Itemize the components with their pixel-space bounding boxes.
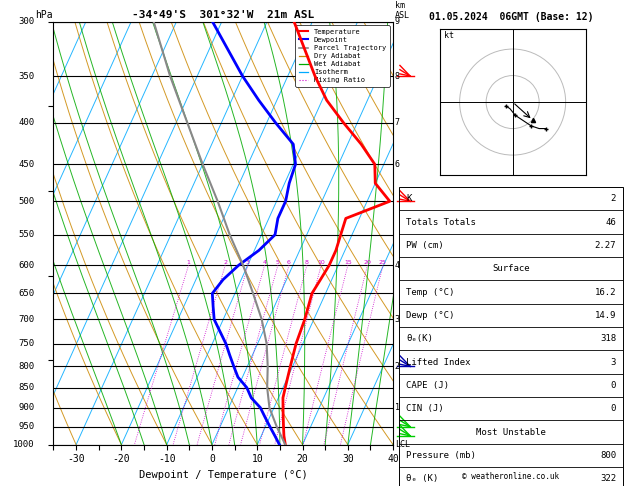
Text: Dewp (°C): Dewp (°C) [406,311,455,320]
Text: 322: 322 [600,474,616,483]
Text: 6: 6 [395,160,400,169]
Text: 400: 400 [19,119,35,127]
Text: θₑ(K): θₑ(K) [406,334,433,343]
Text: Lifted Index: Lifted Index [406,358,470,366]
Text: 46: 46 [605,218,616,226]
Legend: Temperature, Dewpoint, Parcel Trajectory, Dry Adiabat, Wet Adiabat, Isotherm, Mi: Temperature, Dewpoint, Parcel Trajectory… [295,25,389,87]
Text: 3: 3 [611,358,616,366]
Text: 300: 300 [19,17,35,26]
Text: 2.27: 2.27 [594,241,616,250]
Text: 3: 3 [246,260,250,265]
Text: K: K [406,194,411,203]
Text: 4: 4 [395,261,400,270]
Text: Pressure (mb): Pressure (mb) [406,451,476,460]
Text: 15: 15 [344,260,352,265]
Text: hPa: hPa [35,10,52,20]
X-axis label: Dewpoint / Temperature (°C): Dewpoint / Temperature (°C) [139,470,308,480]
Text: 25: 25 [379,260,387,265]
Text: 800: 800 [19,362,35,371]
Text: 650: 650 [19,289,35,298]
Text: 8: 8 [305,260,309,265]
Text: 5: 5 [276,260,280,265]
Text: 2: 2 [395,362,400,371]
Text: 900: 900 [19,403,35,412]
Text: 10: 10 [317,260,325,265]
Text: 0: 0 [611,381,616,390]
Text: Temp (°C): Temp (°C) [406,288,455,296]
Text: 1: 1 [187,260,191,265]
Text: Surface: Surface [493,264,530,273]
Text: Most Unstable: Most Unstable [476,428,546,436]
Text: 16.2: 16.2 [594,288,616,296]
Text: 600: 600 [19,261,35,270]
Text: LCL: LCL [395,440,410,449]
Text: 550: 550 [19,230,35,239]
Text: 14.9: 14.9 [594,311,616,320]
Text: PW (cm): PW (cm) [406,241,443,250]
Bar [399,187,623,486]
Text: 20: 20 [364,260,371,265]
Text: 950: 950 [19,422,35,431]
Text: 450: 450 [19,160,35,169]
Text: 750: 750 [19,339,35,348]
Text: km
ASL: km ASL [395,1,410,20]
Text: 9: 9 [395,17,400,26]
Text: 350: 350 [19,71,35,81]
Text: kt: kt [443,32,454,40]
Text: Totals Totals: Totals Totals [406,218,476,226]
Text: 1: 1 [395,403,400,412]
Text: 500: 500 [19,197,35,206]
Text: 1000: 1000 [13,440,35,449]
Text: 0: 0 [611,404,616,413]
Text: 800: 800 [600,451,616,460]
Text: © weatheronline.co.uk: © weatheronline.co.uk [462,472,560,481]
Text: 318: 318 [600,334,616,343]
Text: 6: 6 [287,260,291,265]
Text: 2: 2 [611,194,616,203]
Text: 850: 850 [19,383,35,392]
Text: 8: 8 [395,71,400,81]
Text: θₑ (K): θₑ (K) [406,474,438,483]
Title: -34°49'S  301°32'W  21m ASL: -34°49'S 301°32'W 21m ASL [132,10,314,20]
Text: CAPE (J): CAPE (J) [406,381,449,390]
Text: 7: 7 [395,119,400,127]
Text: 4: 4 [262,260,267,265]
Text: CIN (J): CIN (J) [406,404,443,413]
Text: 700: 700 [19,315,35,324]
Text: 3: 3 [395,315,400,324]
Text: 2: 2 [223,260,227,265]
Text: 01.05.2024  06GMT (Base: 12): 01.05.2024 06GMT (Base: 12) [429,12,593,22]
